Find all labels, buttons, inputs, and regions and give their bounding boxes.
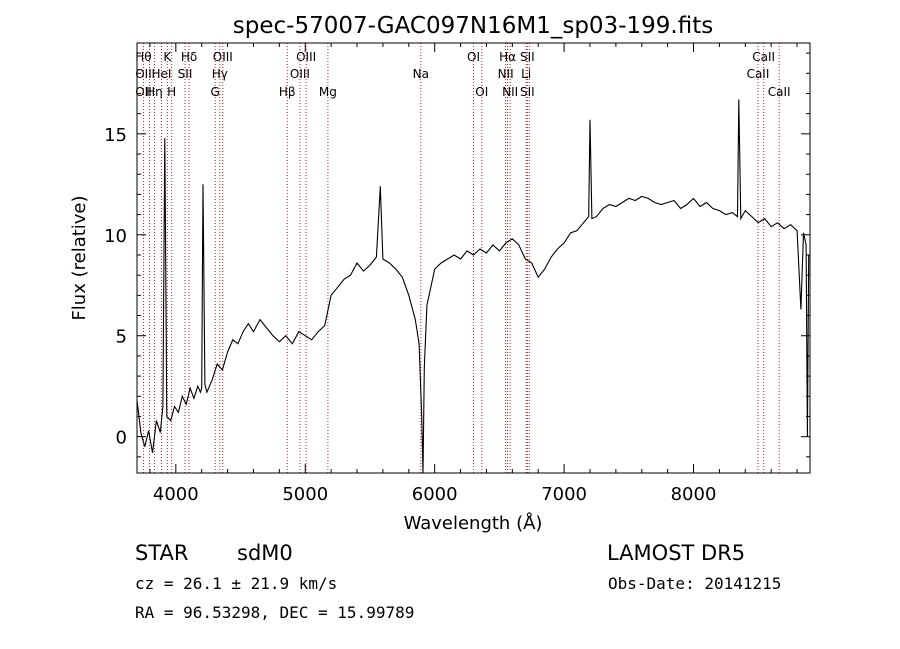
survey-name: LAMOST DR5 bbox=[607, 541, 745, 565]
line-marker-label: K bbox=[163, 50, 172, 64]
line-marker-label: Mg bbox=[319, 85, 337, 99]
line-marker-label: H bbox=[167, 85, 176, 99]
coordinates-readout: RA = 96.53298, DEC = 15.99789 bbox=[135, 603, 414, 622]
x-tick-label: 7000 bbox=[541, 484, 587, 505]
x-tick-label: 8000 bbox=[671, 484, 717, 505]
line-marker-label: Hβ bbox=[279, 85, 296, 99]
line-marker-label: Hγ bbox=[212, 67, 228, 81]
line-marker-label: OIII bbox=[296, 50, 316, 64]
line-marker-label: OI bbox=[475, 85, 488, 99]
object-class: STAR bbox=[135, 541, 188, 565]
line-marker-label: Hδ bbox=[181, 50, 197, 64]
line-marker-label: SII bbox=[178, 67, 193, 81]
observation-date: Obs-Date: 20141215 bbox=[608, 574, 781, 593]
x-axis-label: Wavelength (Å) bbox=[404, 512, 543, 534]
y-tick-label: 15 bbox=[104, 125, 127, 146]
line-marker-label: Li bbox=[521, 67, 531, 81]
line-marker-label: Hη bbox=[146, 85, 163, 99]
plot-frame bbox=[136, 42, 811, 474]
object-subclass: sdM0 bbox=[237, 541, 293, 565]
line-marker-label: NII bbox=[502, 85, 518, 99]
line-marker-label: OII bbox=[135, 67, 152, 81]
spectrum-line bbox=[136, 99, 810, 474]
x-tick-label: 5000 bbox=[282, 484, 328, 505]
line-marker-label: G bbox=[211, 85, 220, 99]
x-tick-label: 6000 bbox=[412, 484, 458, 505]
line-marker-label: SII bbox=[520, 85, 535, 99]
line-marker-label: OI bbox=[467, 50, 480, 64]
line-marker-label: Na bbox=[413, 67, 429, 81]
line-marker-label: Hα bbox=[499, 50, 516, 64]
y-axis-label: Flux (relative) bbox=[69, 195, 90, 320]
line-marker-label: SII bbox=[520, 50, 535, 64]
line-marker-label: CaII bbox=[768, 85, 791, 99]
line-marker-label: NII bbox=[498, 67, 514, 81]
line-marker-label: OII bbox=[135, 85, 152, 99]
velocity-readout: cz = 26.1 ± 21.9 km/s bbox=[135, 574, 337, 593]
line-marker-label: CaII bbox=[752, 50, 775, 64]
line-marker-label: OIII bbox=[213, 50, 233, 64]
y-tick-label: 10 bbox=[104, 226, 127, 247]
x-axis-ticks: 4000 5000 6000 7000 8000 bbox=[149, 43, 798, 505]
line-marker-label: HeI bbox=[151, 67, 171, 81]
y-tick-label: 5 bbox=[116, 327, 127, 348]
line-marker-label: OIII bbox=[290, 67, 310, 81]
y-tick-label: 0 bbox=[116, 428, 127, 449]
x-tick-label: 4000 bbox=[153, 484, 199, 505]
line-marker-label: Hθ bbox=[135, 50, 151, 64]
line-marker-labels: HθOIIOIIHηHeIKHSIIHδGHγOIIIHβOIIIOIIIMgN… bbox=[135, 50, 790, 99]
y-axis-ticks: 0 5 10 15 bbox=[104, 52, 810, 458]
line-marker-label: CaII bbox=[747, 67, 770, 81]
chart-title: spec-57007-GAC097N16M1_sp03-199.fits bbox=[233, 13, 713, 39]
